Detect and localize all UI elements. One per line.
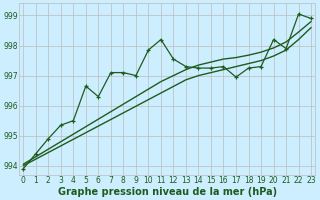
X-axis label: Graphe pression niveau de la mer (hPa): Graphe pression niveau de la mer (hPa) <box>58 187 277 197</box>
